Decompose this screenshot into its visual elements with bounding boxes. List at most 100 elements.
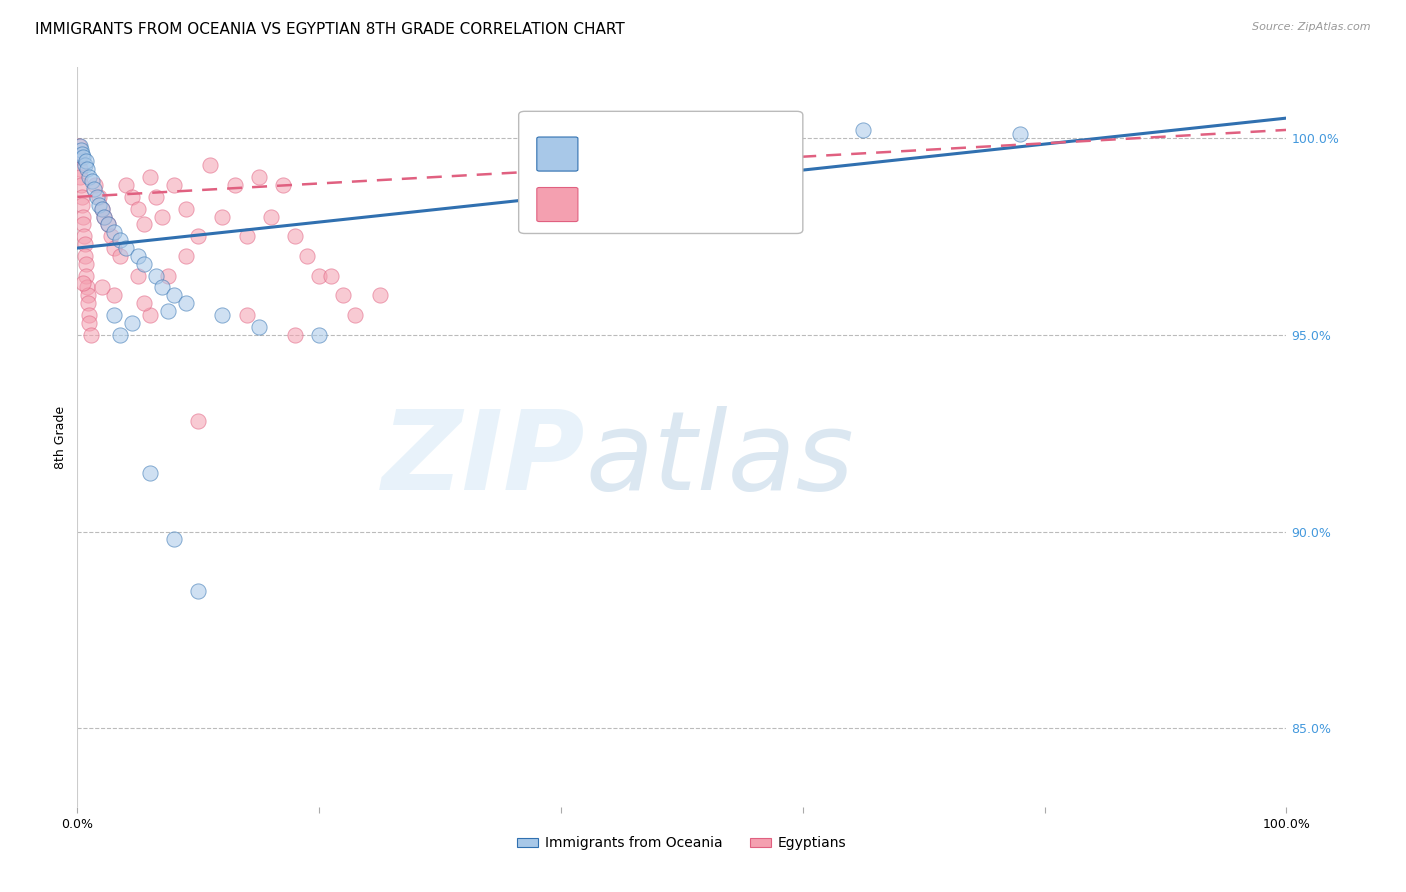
Point: [174, 249, 197, 263]
Point: [83, 182, 105, 196]
Point: [108, 327, 131, 342]
Point: [139, 308, 162, 322]
Point: [121, 316, 143, 330]
Point: [90, 280, 112, 294]
FancyBboxPatch shape: [537, 137, 578, 171]
Legend: Immigrants from Oceania, Egyptians: Immigrants from Oceania, Egyptians: [512, 830, 852, 855]
Point: [90, 202, 112, 216]
Point: [174, 296, 197, 310]
Point: [852, 123, 875, 137]
Point: [121, 190, 143, 204]
Point: [224, 178, 246, 192]
Point: [77, 296, 100, 310]
Point: [127, 268, 149, 283]
Point: [72, 218, 94, 232]
Point: [145, 268, 167, 283]
Text: ZIP: ZIP: [381, 406, 585, 513]
Point: [308, 327, 330, 342]
Point: [76, 162, 98, 177]
Point: [187, 414, 209, 428]
Point: [1010, 127, 1032, 141]
Point: [211, 210, 233, 224]
Text: IMMIGRANTS FROM OCEANIA VS EGYPTIAN 8TH GRADE CORRELATION CHART: IMMIGRANTS FROM OCEANIA VS EGYPTIAN 8TH …: [35, 22, 624, 37]
Point: [69, 170, 91, 185]
Point: [84, 178, 107, 192]
Point: [93, 210, 115, 224]
Point: [114, 241, 136, 255]
Point: [260, 210, 283, 224]
Point: [235, 308, 257, 322]
Point: [187, 229, 209, 244]
Point: [79, 327, 101, 342]
Point: [75, 249, 97, 263]
Point: [75, 268, 97, 283]
Point: [284, 229, 307, 244]
Point: [72, 151, 94, 165]
Point: [150, 210, 173, 224]
Point: [108, 233, 131, 247]
Point: [79, 170, 101, 185]
Y-axis label: 8th Grade: 8th Grade: [53, 406, 67, 468]
Point: [132, 218, 155, 232]
Point: [132, 257, 155, 271]
Point: [321, 268, 343, 283]
Point: [72, 277, 94, 291]
Point: [114, 178, 136, 192]
Point: [87, 190, 110, 204]
Point: [108, 249, 131, 263]
Point: [72, 210, 94, 224]
Point: [211, 308, 233, 322]
Point: [93, 210, 115, 224]
Point: [70, 190, 93, 204]
Point: [344, 308, 367, 322]
Point: [67, 151, 90, 165]
FancyBboxPatch shape: [537, 187, 578, 221]
Point: [90, 202, 112, 216]
Point: [163, 533, 186, 547]
Point: [157, 304, 180, 318]
Point: [132, 296, 155, 310]
Point: [73, 229, 96, 244]
Point: [73, 237, 96, 252]
Point: [139, 466, 162, 480]
Point: [75, 257, 97, 271]
Point: [73, 158, 96, 172]
Point: [284, 327, 307, 342]
Point: [80, 174, 103, 188]
Point: [103, 225, 125, 239]
Point: [368, 288, 391, 302]
Text: atlas: atlas: [585, 406, 853, 513]
Point: [103, 241, 125, 255]
Point: [174, 202, 197, 216]
Point: [247, 319, 270, 334]
Text: Source: ZipAtlas.com: Source: ZipAtlas.com: [1253, 22, 1371, 32]
Point: [295, 249, 318, 263]
Point: [75, 154, 97, 169]
Point: [332, 288, 354, 302]
Point: [70, 198, 93, 212]
Point: [145, 190, 167, 204]
Point: [70, 146, 93, 161]
Point: [163, 288, 186, 302]
Point: [127, 202, 149, 216]
Point: [127, 249, 149, 263]
Point: [271, 178, 294, 192]
Point: [103, 308, 125, 322]
Text: R = 0.179   N = 62: R = 0.179 N = 62: [588, 197, 744, 212]
Point: [100, 229, 122, 244]
Point: [69, 138, 91, 153]
FancyBboxPatch shape: [519, 112, 803, 234]
Point: [79, 316, 101, 330]
Point: [96, 218, 118, 232]
Text: R = 0.328   N = 37: R = 0.328 N = 37: [588, 146, 744, 161]
Point: [247, 170, 270, 185]
Point: [139, 170, 162, 185]
Point: [87, 198, 110, 212]
Point: [308, 268, 330, 283]
Point: [86, 190, 108, 204]
Point: [163, 178, 186, 192]
Point: [70, 143, 93, 157]
Point: [187, 583, 209, 598]
Point: [76, 280, 98, 294]
Point: [200, 158, 222, 172]
